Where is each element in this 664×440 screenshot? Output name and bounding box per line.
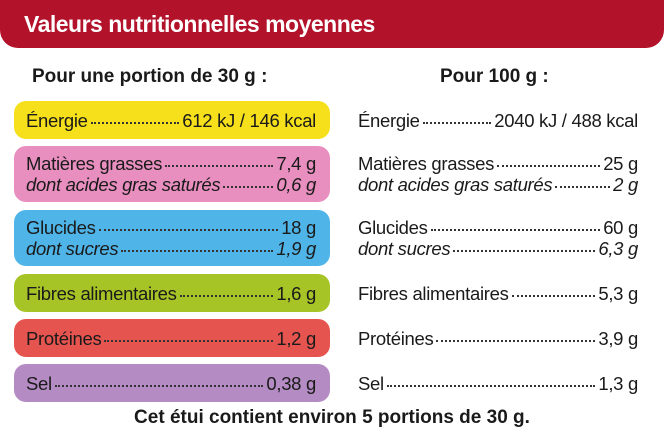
nutrient-label: Matières grasses [26, 153, 163, 174]
nutrient-group: Sel 1,3 g [346, 364, 652, 402]
nutrient-label: Matières grasses [358, 153, 495, 174]
nutrient-group: Glucides 60 g dont sucres 6,3 g [346, 210, 652, 266]
nutrient-value: 5,3 g [598, 282, 638, 304]
nutrient-label: dont acides gras saturés [26, 174, 221, 195]
nutrient-box: Protéines 1,2 g [14, 319, 330, 357]
nutrient-label: Glucides [358, 217, 428, 238]
nutrient-row: Énergie 612 kJ / 146 kcal [26, 110, 316, 131]
nutrient-label: Fibres alimentaires [26, 282, 177, 304]
nutrient-row: Fibres alimentaires 1,6 g [26, 283, 316, 304]
nutrient-box: Glucides 18 g dont sucres 1,9 g [14, 210, 330, 266]
title: Valeurs nutritionnelles moyennes [24, 11, 375, 37]
nutrient-label: Protéines [358, 327, 434, 349]
dot-leader [165, 165, 274, 167]
dot-leader [121, 250, 274, 252]
nutrient-label: Énergie [358, 109, 420, 131]
nutrient-value: 0,38 g [266, 372, 316, 394]
dot-leader [54, 384, 264, 387]
nutrient-value: 2040 kJ / 488 kcal [494, 109, 638, 131]
nutrient-row: Protéines 3,9 g [358, 328, 638, 349]
nutrient-value: 1,2 g [276, 327, 316, 349]
column-header: Pour 100 g : [440, 66, 549, 87]
nutrient-value: 6,3 g [598, 238, 638, 259]
nutrient-value: 18 g [281, 217, 316, 238]
dot-leader [436, 339, 596, 342]
nutrient-box: Fibres alimentaires 1,6 g [14, 274, 330, 312]
nutrient-group: Protéines 3,9 g [346, 319, 652, 357]
nutrient-label: Énergie [26, 109, 88, 131]
nutrient-value: 1,3 g [598, 372, 638, 394]
dot-leader [90, 121, 180, 124]
nutrient-row: dont sucres 6,3 g [358, 238, 638, 259]
nutrient-box: Sel 0,38 g [14, 364, 330, 402]
nutrient-row: Énergie 2040 kJ / 488 kcal [358, 110, 638, 131]
dot-leader [98, 229, 279, 231]
nutrient-row: Matières grasses 7,4 g [26, 153, 316, 174]
nutrient-value: 0,6 g [276, 174, 316, 195]
nutrient-value: 3,9 g [598, 327, 638, 349]
nutrient-row: dont acides gras saturés 0,6 g [26, 174, 316, 195]
nutrient-row: Glucides 60 g [358, 217, 638, 238]
nutrient-group: Fibres alimentaires 5,3 g [346, 274, 652, 312]
dot-leader [104, 339, 274, 342]
nutrient-value: 612 kJ / 146 kcal [182, 109, 316, 131]
dot-leader [179, 294, 274, 297]
nutrient-label: Sel [358, 372, 384, 394]
nutrient-group: Énergie 2040 kJ / 488 kcal [346, 101, 652, 139]
nutrient-label: dont acides gras saturés [358, 174, 553, 195]
dot-leader [511, 294, 596, 297]
nutrient-row: Protéines 1,2 g [26, 328, 316, 349]
nutrient-value: 60 g [603, 217, 638, 238]
dot-leader [555, 186, 611, 188]
nutrient-value: 2 g [613, 174, 638, 195]
nutrient-value: 1,9 g [276, 238, 316, 259]
nutrient-group: Matières grasses 25 g dont acides gras sat… [346, 146, 652, 202]
nutrient-box: Matières grasses 7,4 g dont acides gras sa… [14, 146, 330, 202]
nutrient-label: Sel [26, 372, 52, 394]
nutrient-row: Fibres alimentaires 5,3 g [358, 283, 638, 304]
nutrient-row: dont acides gras saturés 2 g [358, 174, 638, 195]
nutrient-row: Sel 0,38 g [26, 373, 316, 394]
dot-leader [430, 229, 601, 231]
nutrient-value: 25 g [603, 153, 638, 174]
nutrient-row: Glucides 18 g [26, 217, 316, 238]
nutrient-label: dont sucres [26, 238, 119, 259]
dot-leader [453, 250, 596, 252]
header-bar: Valeurs nutritionnelles moyennes [0, 0, 664, 48]
nutrient-value: 7,4 g [276, 153, 316, 174]
dot-leader [422, 121, 492, 124]
nutrient-label: Fibres alimentaires [358, 282, 509, 304]
nutrient-row: dont sucres 1,9 g [26, 238, 316, 259]
dot-leader [223, 186, 274, 188]
nutrient-row: Matières grasses 25 g [358, 153, 638, 174]
dot-leader [386, 384, 596, 387]
nutrient-value: 1,6 g [276, 282, 316, 304]
footer: Cet étui contient environ 5 portions de … [134, 407, 530, 428]
nutrient-row: Sel 1,3 g [358, 373, 638, 394]
nutrient-label: Protéines [26, 327, 102, 349]
dot-leader [497, 165, 601, 167]
nutrient-label: dont sucres [358, 238, 451, 259]
nutrient-label: Glucides [26, 217, 96, 238]
nutrient-box: Énergie 612 kJ / 146 kcal [14, 101, 330, 139]
column-header: Pour une portion de 30 g : [32, 66, 268, 87]
